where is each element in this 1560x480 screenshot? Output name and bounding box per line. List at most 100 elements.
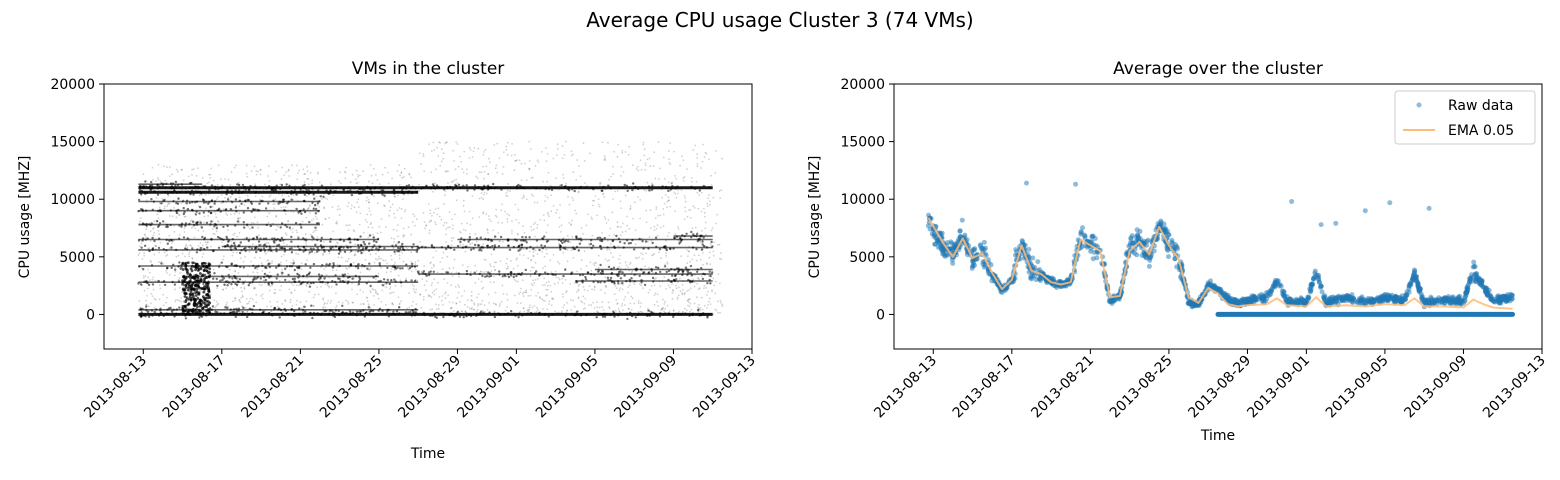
vm-point bbox=[241, 310, 244, 314]
vm-point bbox=[537, 292, 539, 294]
vm-point bbox=[150, 184, 154, 187]
vm-point bbox=[150, 264, 154, 267]
vm-point bbox=[288, 265, 292, 268]
vm-point bbox=[163, 283, 167, 287]
vm-point bbox=[238, 205, 241, 208]
vm-point bbox=[533, 201, 536, 204]
vm-point bbox=[171, 191, 174, 194]
vm-point bbox=[276, 273, 279, 276]
vm-point bbox=[246, 194, 249, 197]
vm-point bbox=[544, 195, 547, 197]
vm-point bbox=[376, 179, 379, 181]
vm-point bbox=[621, 271, 624, 274]
vm-point bbox=[660, 309, 662, 312]
vm-point bbox=[359, 235, 362, 238]
vm-point bbox=[676, 296, 679, 299]
vm-point bbox=[317, 222, 320, 225]
vm-point bbox=[664, 263, 667, 266]
vm-point bbox=[568, 203, 571, 206]
vm-point bbox=[350, 249, 353, 253]
vm-point bbox=[695, 296, 698, 299]
vm-point bbox=[316, 189, 320, 192]
vm-point bbox=[196, 276, 200, 280]
vm-point bbox=[197, 167, 199, 170]
vm-point bbox=[650, 227, 652, 229]
vm-point bbox=[264, 207, 268, 210]
vm-point bbox=[482, 212, 485, 215]
vm-point bbox=[292, 194, 295, 197]
vm-point bbox=[561, 282, 564, 285]
vm-point bbox=[205, 283, 208, 286]
vm-point bbox=[604, 284, 607, 287]
vm-point bbox=[281, 200, 284, 203]
vm-point bbox=[201, 311, 205, 315]
vm-point bbox=[251, 312, 254, 315]
vm-point bbox=[708, 256, 711, 259]
vm-point bbox=[596, 301, 599, 303]
vm-point bbox=[703, 215, 706, 218]
vm-point bbox=[449, 246, 452, 250]
vm-point bbox=[350, 204, 353, 207]
vm-point bbox=[693, 302, 696, 305]
vm-point bbox=[603, 196, 606, 198]
vm-point bbox=[293, 277, 296, 281]
vm-point bbox=[430, 296, 433, 299]
vm-point bbox=[644, 162, 647, 165]
vm-point bbox=[228, 268, 231, 271]
vm-point bbox=[332, 230, 335, 233]
vm-point bbox=[530, 259, 533, 262]
vm-point bbox=[147, 315, 151, 318]
vm-point bbox=[290, 308, 293, 311]
vm-point bbox=[646, 240, 649, 243]
vm-point bbox=[607, 219, 610, 221]
vm-point bbox=[555, 276, 558, 279]
vm-point bbox=[575, 291, 578, 293]
vm-point bbox=[523, 196, 525, 199]
vm-point bbox=[292, 259, 295, 262]
vm-point bbox=[298, 274, 301, 277]
vm-point bbox=[572, 199, 575, 202]
vm-point bbox=[199, 249, 202, 252]
vm-point bbox=[644, 265, 646, 268]
vm-point bbox=[273, 237, 276, 240]
vm-point bbox=[186, 281, 190, 285]
vm-point bbox=[192, 186, 195, 189]
vm-point bbox=[232, 242, 236, 245]
vm-point bbox=[383, 283, 386, 286]
vm-point bbox=[611, 280, 614, 284]
vm-point bbox=[347, 224, 349, 227]
vm-point bbox=[476, 177, 479, 180]
vm-point bbox=[321, 223, 324, 226]
vm-point bbox=[513, 169, 516, 172]
vm-point bbox=[388, 282, 391, 286]
vm-point bbox=[453, 160, 455, 162]
vm-point bbox=[275, 214, 278, 217]
vm-point bbox=[687, 255, 689, 257]
vm-point bbox=[225, 193, 228, 196]
vm-point bbox=[583, 288, 586, 291]
vm-point bbox=[358, 276, 361, 279]
vm-point bbox=[243, 312, 246, 315]
vm-point bbox=[565, 182, 567, 185]
vm-point bbox=[542, 267, 544, 269]
vm-point bbox=[461, 310, 464, 313]
vm-point bbox=[253, 216, 256, 219]
vm-point bbox=[494, 291, 497, 294]
vm-point bbox=[462, 184, 465, 187]
vm-point bbox=[184, 261, 188, 265]
vm-point bbox=[158, 237, 161, 240]
vm-point bbox=[465, 272, 469, 276]
vm-point bbox=[547, 315, 550, 318]
vm-point bbox=[700, 167, 703, 169]
vm-point bbox=[545, 160, 548, 163]
vm-point bbox=[572, 171, 575, 174]
vm-point bbox=[441, 160, 443, 163]
vm-point bbox=[156, 225, 160, 228]
vm-point bbox=[283, 253, 285, 256]
vm-point bbox=[507, 267, 509, 270]
y-tick-label: 15000 bbox=[50, 135, 95, 151]
vm-point bbox=[219, 186, 222, 190]
vm-point bbox=[447, 182, 449, 184]
vm-point bbox=[152, 227, 154, 230]
vm-point bbox=[661, 197, 664, 199]
